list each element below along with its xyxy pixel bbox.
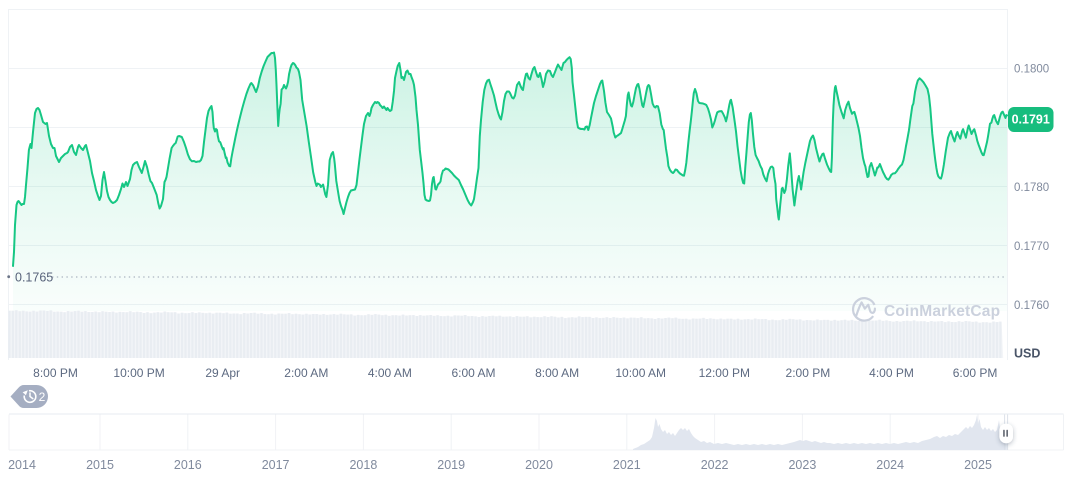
svg-text:2019: 2019 [437,458,465,472]
svg-text:4:00 AM: 4:00 AM [368,366,412,380]
svg-text:0.1765: 0.1765 [15,271,53,285]
svg-text:6:00 AM: 6:00 AM [451,366,495,380]
svg-text:12:00 PM: 12:00 PM [699,366,750,380]
svg-text:2023: 2023 [788,458,816,472]
svg-text:29 Apr: 29 Apr [205,366,240,380]
svg-text:0.1760: 0.1760 [1014,300,1049,312]
svg-text:2016: 2016 [174,458,202,472]
svg-text:2:00 PM: 2:00 PM [786,366,831,380]
svg-text:0.1791: 0.1791 [1012,113,1050,127]
svg-text:2: 2 [39,390,46,404]
svg-text:10:00 AM: 10:00 AM [615,366,666,380]
svg-text:8:00 AM: 8:00 AM [535,366,579,380]
svg-text:2025: 2025 [964,458,992,472]
svg-text:2024: 2024 [876,458,904,472]
svg-text:0.1770: 0.1770 [1014,241,1049,253]
svg-text:2015: 2015 [86,458,114,472]
svg-text:0.1780: 0.1780 [1014,182,1049,194]
svg-text:2022: 2022 [701,458,729,472]
svg-text:2014: 2014 [8,458,36,472]
svg-text:10:00 PM: 10:00 PM [113,366,164,380]
svg-text:4:00 PM: 4:00 PM [869,366,914,380]
svg-text:8:00 PM: 8:00 PM [33,366,78,380]
svg-text:USD: USD [1014,347,1040,361]
svg-text:2021: 2021 [613,458,641,472]
svg-text:2018: 2018 [349,458,377,472]
svg-text:2017: 2017 [262,458,290,472]
svg-text:2:00 AM: 2:00 AM [284,366,328,380]
svg-text:6:00 PM: 6:00 PM [953,366,998,380]
svg-text:CoinMarketCap: CoinMarketCap [884,303,1000,320]
svg-text:2020: 2020 [525,458,553,472]
svg-text:0.1800: 0.1800 [1014,64,1049,76]
